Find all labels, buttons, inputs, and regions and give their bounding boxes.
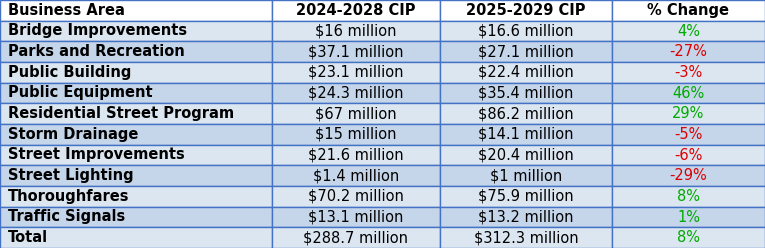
Text: Public Equipment: Public Equipment <box>8 86 152 100</box>
Text: -29%: -29% <box>669 168 708 183</box>
Bar <box>0 165 272 186</box>
Bar <box>0 186 272 207</box>
Bar <box>272 83 440 103</box>
Bar <box>0 0 272 21</box>
Text: 1%: 1% <box>677 210 700 224</box>
Text: $288.7 million: $288.7 million <box>303 230 409 245</box>
Bar <box>0 41 272 62</box>
Text: 2024-2028 CIP: 2024-2028 CIP <box>296 3 415 18</box>
Bar <box>440 41 612 62</box>
Bar <box>0 103 272 124</box>
Text: Residential Street Program: Residential Street Program <box>8 106 234 121</box>
Bar <box>440 62 612 83</box>
Bar <box>0 227 272 248</box>
Bar <box>272 165 440 186</box>
Bar <box>0 21 272 41</box>
Bar <box>440 207 612 227</box>
Text: Street Lighting: Street Lighting <box>8 168 133 183</box>
Text: Storm Drainage: Storm Drainage <box>8 127 138 142</box>
Bar <box>272 41 440 62</box>
Text: $86.2 million: $86.2 million <box>478 106 574 121</box>
Text: $21.6 million: $21.6 million <box>308 148 404 162</box>
Text: 4%: 4% <box>677 24 700 38</box>
Text: 29%: 29% <box>672 106 705 121</box>
Bar <box>612 62 765 83</box>
Text: 46%: 46% <box>672 86 705 100</box>
Text: % Change: % Change <box>647 3 730 18</box>
Text: $35.4 million: $35.4 million <box>478 86 574 100</box>
Bar <box>440 83 612 103</box>
Text: $67 million: $67 million <box>315 106 396 121</box>
Text: 8%: 8% <box>677 189 700 204</box>
Text: -5%: -5% <box>674 127 703 142</box>
Text: $16.6 million: $16.6 million <box>478 24 574 38</box>
Bar <box>272 0 440 21</box>
Text: 2025-2029 CIP: 2025-2029 CIP <box>466 3 586 18</box>
Text: -6%: -6% <box>674 148 703 162</box>
Text: $14.1 million: $14.1 million <box>478 127 574 142</box>
Bar <box>440 227 612 248</box>
Bar <box>0 145 272 165</box>
Text: $27.1 million: $27.1 million <box>478 44 574 59</box>
Text: $24.3 million: $24.3 million <box>308 86 403 100</box>
Text: Traffic Signals: Traffic Signals <box>8 210 125 224</box>
Text: $13.1 million: $13.1 million <box>308 210 403 224</box>
Text: Total: Total <box>8 230 47 245</box>
Bar <box>272 186 440 207</box>
Bar <box>0 62 272 83</box>
Bar <box>440 21 612 41</box>
Text: $312.3 million: $312.3 million <box>474 230 578 245</box>
Text: -27%: -27% <box>669 44 708 59</box>
Bar <box>440 0 612 21</box>
Text: 8%: 8% <box>677 230 700 245</box>
Bar <box>612 103 765 124</box>
Bar <box>0 207 272 227</box>
Text: Business Area: Business Area <box>8 3 125 18</box>
Bar <box>612 165 765 186</box>
Bar <box>272 62 440 83</box>
Text: $37.1 million: $37.1 million <box>308 44 403 59</box>
Bar <box>440 124 612 145</box>
Bar <box>272 103 440 124</box>
Bar <box>612 83 765 103</box>
Bar <box>272 145 440 165</box>
Bar <box>612 186 765 207</box>
Text: $1.4 million: $1.4 million <box>313 168 399 183</box>
Bar <box>272 124 440 145</box>
Text: $20.4 million: $20.4 million <box>478 148 574 162</box>
Text: $70.2 million: $70.2 million <box>308 189 404 204</box>
Bar <box>612 0 765 21</box>
Bar <box>0 124 272 145</box>
Text: Bridge Improvements: Bridge Improvements <box>8 24 187 38</box>
Bar <box>612 227 765 248</box>
Bar <box>440 103 612 124</box>
Bar <box>612 124 765 145</box>
Bar <box>440 165 612 186</box>
Bar <box>612 207 765 227</box>
Bar <box>612 145 765 165</box>
Text: Street Improvements: Street Improvements <box>8 148 184 162</box>
Text: Thoroughfares: Thoroughfares <box>8 189 129 204</box>
Bar <box>272 207 440 227</box>
Text: $75.9 million: $75.9 million <box>478 189 574 204</box>
Bar <box>272 21 440 41</box>
Text: Parks and Recreation: Parks and Recreation <box>8 44 184 59</box>
Text: $22.4 million: $22.4 million <box>478 65 574 80</box>
Text: Public Building: Public Building <box>8 65 131 80</box>
Bar <box>612 41 765 62</box>
Text: $13.2 million: $13.2 million <box>478 210 574 224</box>
Bar <box>0 83 272 103</box>
Bar <box>272 227 440 248</box>
Bar <box>440 186 612 207</box>
Bar <box>612 21 765 41</box>
Text: $15 million: $15 million <box>315 127 396 142</box>
Text: $1 million: $1 million <box>490 168 562 183</box>
Bar <box>440 145 612 165</box>
Text: $16 million: $16 million <box>315 24 396 38</box>
Text: -3%: -3% <box>675 65 702 80</box>
Text: $23.1 million: $23.1 million <box>308 65 403 80</box>
